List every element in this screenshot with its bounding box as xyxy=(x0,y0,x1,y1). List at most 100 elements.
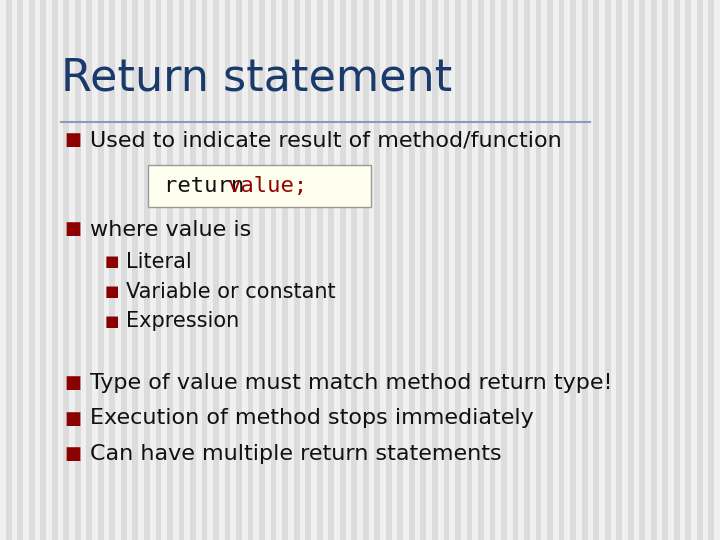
Bar xyxy=(81,0,86,540)
Text: ■: ■ xyxy=(104,284,119,299)
Bar xyxy=(340,0,346,540)
Bar xyxy=(40,0,46,540)
Bar xyxy=(392,0,397,540)
Bar xyxy=(12,0,17,540)
Bar xyxy=(495,0,501,540)
Bar xyxy=(553,0,559,540)
Bar xyxy=(668,0,674,540)
Bar xyxy=(599,0,605,540)
Bar xyxy=(6,0,12,540)
Bar xyxy=(104,0,109,540)
Bar xyxy=(317,0,323,540)
Bar xyxy=(253,0,259,540)
Bar xyxy=(576,0,582,540)
Bar xyxy=(426,0,432,540)
Bar xyxy=(144,0,150,540)
Bar xyxy=(639,0,645,540)
Bar xyxy=(17,0,23,540)
Text: ■: ■ xyxy=(65,444,82,463)
Bar xyxy=(605,0,611,540)
Bar xyxy=(386,0,392,540)
Text: value;: value; xyxy=(228,176,307,197)
Bar xyxy=(697,0,703,540)
Bar xyxy=(52,0,58,540)
Bar xyxy=(611,0,616,540)
Bar xyxy=(657,0,662,540)
Bar xyxy=(357,0,363,540)
Bar xyxy=(63,0,69,540)
Bar xyxy=(184,0,190,540)
Bar xyxy=(616,0,622,540)
Text: Execution of method stops immediately: Execution of method stops immediately xyxy=(90,408,534,429)
Bar xyxy=(236,0,242,540)
Text: ■: ■ xyxy=(65,374,82,393)
Bar xyxy=(420,0,426,540)
Bar xyxy=(622,0,628,540)
Bar xyxy=(346,0,351,540)
Bar xyxy=(23,0,29,540)
Bar xyxy=(564,0,570,540)
Bar xyxy=(294,0,300,540)
Text: ■: ■ xyxy=(104,254,119,269)
Bar xyxy=(403,0,409,540)
Bar xyxy=(484,0,490,540)
Bar xyxy=(242,0,248,540)
Bar xyxy=(167,0,173,540)
Bar xyxy=(46,0,52,540)
Bar xyxy=(397,0,403,540)
Bar xyxy=(98,0,104,540)
Bar xyxy=(593,0,599,540)
FancyBboxPatch shape xyxy=(148,165,371,207)
Bar xyxy=(196,0,202,540)
Bar xyxy=(691,0,697,540)
Bar xyxy=(179,0,184,540)
Text: return: return xyxy=(164,176,258,197)
Bar xyxy=(259,0,265,540)
Bar xyxy=(703,0,708,540)
Bar xyxy=(409,0,415,540)
Bar xyxy=(432,0,438,540)
Bar xyxy=(490,0,495,540)
Text: Literal: Literal xyxy=(126,252,192,272)
Bar xyxy=(161,0,167,540)
Bar xyxy=(680,0,685,540)
Bar xyxy=(225,0,230,540)
Bar xyxy=(305,0,311,540)
Bar xyxy=(109,0,115,540)
Bar xyxy=(518,0,524,540)
Bar xyxy=(685,0,691,540)
Bar xyxy=(478,0,484,540)
Bar xyxy=(127,0,132,540)
Bar xyxy=(415,0,420,540)
Bar xyxy=(265,0,271,540)
Bar xyxy=(461,0,467,540)
Bar xyxy=(588,0,593,540)
Bar xyxy=(35,0,40,540)
Bar xyxy=(271,0,276,540)
Bar xyxy=(455,0,461,540)
Bar xyxy=(444,0,449,540)
Text: ■: ■ xyxy=(65,409,82,428)
Bar xyxy=(276,0,282,540)
Bar xyxy=(449,0,455,540)
Bar xyxy=(282,0,288,540)
Bar xyxy=(541,0,547,540)
Bar xyxy=(334,0,340,540)
Bar xyxy=(138,0,144,540)
Bar xyxy=(472,0,478,540)
Bar xyxy=(300,0,305,540)
Bar xyxy=(674,0,680,540)
Bar xyxy=(628,0,634,540)
Bar xyxy=(536,0,541,540)
Bar xyxy=(380,0,386,540)
Bar xyxy=(570,0,576,540)
Bar xyxy=(230,0,236,540)
Bar xyxy=(173,0,179,540)
Bar xyxy=(58,0,63,540)
Bar xyxy=(547,0,553,540)
Bar xyxy=(29,0,35,540)
Text: where value is: where value is xyxy=(90,219,251,240)
Text: ■: ■ xyxy=(104,314,119,329)
Bar xyxy=(115,0,121,540)
Bar xyxy=(219,0,225,540)
